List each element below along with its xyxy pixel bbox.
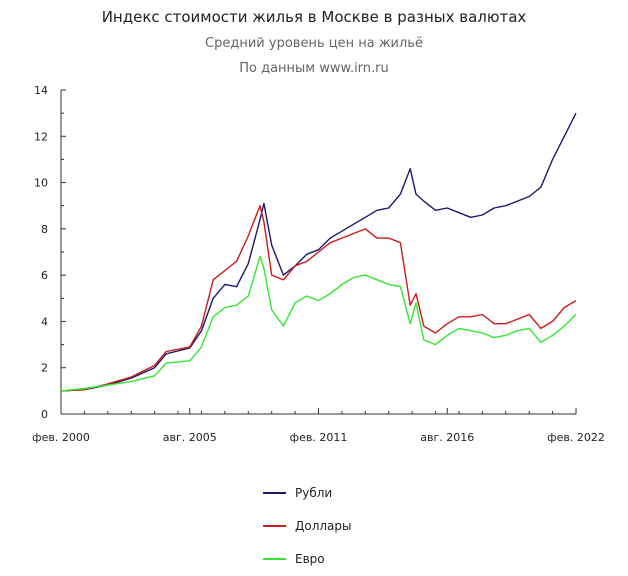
y-tick-label: 10	[34, 177, 48, 190]
y-tick-label: 0	[41, 408, 48, 421]
x-tick-label: фев. 2022	[547, 431, 605, 444]
x-tick-label: фев. 2000	[32, 431, 90, 444]
y-tick-label: 4	[41, 315, 48, 328]
chart-title: Индекс стоимости жилья в Москве в разных…	[101, 8, 527, 26]
chart-source: По данным www.irn.ru	[239, 61, 389, 76]
y-tick-label: 6	[41, 269, 48, 282]
series-line-1	[60, 205, 577, 392]
legend-label: Евро	[295, 552, 325, 566]
x-tick-label: фев. 2011	[290, 431, 348, 444]
y-tick-label: 8	[41, 223, 48, 236]
x-tick-label: авг. 2016	[420, 431, 474, 444]
chart-axes: 0 2 4 6 8 10 12 14 фев. 2000 авг. 2005 фев. 2011 ав…	[32, 84, 605, 444]
chart-lines	[60, 112, 577, 392]
legend-label: Доллары	[295, 519, 352, 533]
x-tick-label: авг. 2005	[163, 431, 217, 444]
chart-legend: Рубли Доллары Евро	[263, 486, 352, 566]
chart-subtitle: Средний уровень цен на жильё	[205, 36, 423, 51]
series-line-0	[60, 112, 577, 392]
series-line-2	[60, 255, 577, 392]
y-tick-label: 14	[34, 84, 48, 97]
y-tick-label: 2	[41, 362, 48, 375]
y-tick-label: 12	[34, 130, 48, 143]
legend-label: Рубли	[295, 486, 332, 500]
